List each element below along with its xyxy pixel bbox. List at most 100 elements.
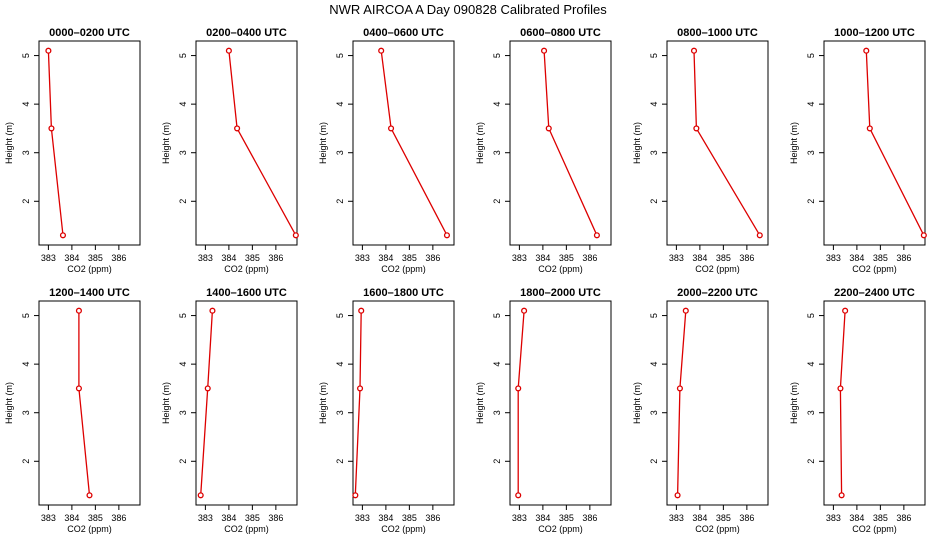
data-point — [358, 307, 365, 314]
y-tick-label: 3 — [492, 150, 502, 155]
y-tick-label: 2 — [335, 199, 345, 204]
y-tick-label: 4 — [335, 102, 345, 107]
profile-line — [228, 50, 297, 236]
x-tick-label: 383 — [826, 253, 841, 263]
x-tick-label: 386 — [739, 253, 754, 263]
x-axis-label: CO2 (ppm) — [695, 264, 740, 274]
data-point — [197, 492, 204, 499]
data-point — [866, 125, 873, 132]
y-tick-label: 4 — [492, 362, 502, 367]
y-tick-label: 5 — [335, 53, 345, 58]
data-point — [45, 47, 52, 54]
data-point — [593, 232, 600, 239]
x-tick-label: 386 — [739, 513, 754, 523]
y-tick-label: 2 — [649, 199, 659, 204]
y-tick-label: 5 — [492, 313, 502, 318]
profile-panel: 0200–0400 UTC 383 384 385 386 2 3 4 5 CO2 (ppm) He… — [161, 27, 299, 274]
y-tick-label: 3 — [492, 410, 502, 415]
x-tick-label: 386 — [425, 253, 440, 263]
panel-title: 0800–1000 UTC — [677, 27, 758, 39]
x-tick-label: 383 — [826, 513, 841, 523]
y-tick-label: 5 — [806, 53, 816, 58]
x-axis-label: CO2 (ppm) — [67, 264, 112, 274]
x-tick-label: 386 — [111, 513, 126, 523]
y-tick-label: 4 — [21, 102, 31, 107]
y-axis-label: Height (m) — [789, 122, 799, 164]
x-tick-label: 386 — [268, 513, 283, 523]
profile-panel: 1800–2000 UTC 383 384 385 386 2 3 4 5 CO2 (ppm) He… — [475, 287, 612, 534]
profile-panel: 0800–1000 UTC 383 384 385 386 2 3 4 5 CO2 (ppm) He… — [632, 27, 769, 274]
plot-frame — [38, 300, 141, 506]
y-tick-label: 5 — [806, 313, 816, 318]
x-tick-label: 385 — [402, 253, 417, 263]
x-tick-label: 385 — [245, 253, 260, 263]
panel-title: 2000–2200 UTC — [677, 287, 758, 299]
x-tick-label: 385 — [559, 513, 574, 523]
profile-panel: 0600–0800 UTC 383 384 385 386 2 3 4 5 CO2 (ppm) He… — [475, 27, 612, 274]
data-point — [693, 125, 700, 132]
x-tick-label: 385 — [88, 253, 103, 263]
x-tick-label: 384 — [221, 253, 236, 263]
x-tick-label: 386 — [896, 253, 911, 263]
plot-frame — [666, 300, 769, 506]
x-axis-label: CO2 (ppm) — [538, 264, 583, 274]
data-point — [388, 125, 395, 132]
x-axis-label: CO2 (ppm) — [852, 524, 897, 534]
x-tick-label: 386 — [268, 253, 283, 263]
profile-line — [380, 50, 448, 236]
data-point — [75, 385, 82, 392]
data-point — [545, 125, 552, 132]
panel-title: 1400–1600 UTC — [206, 287, 287, 299]
data-point — [48, 125, 55, 132]
data-point — [204, 385, 211, 392]
y-axis-label: Height (m) — [632, 122, 642, 164]
x-tick-label: 385 — [402, 513, 417, 523]
profile-panel: 0000–0200 UTC 383 384 385 386 2 3 4 5 CO2 (ppm) He… — [4, 27, 141, 274]
data-point — [756, 232, 763, 239]
data-point — [521, 307, 528, 314]
plot-frame — [195, 300, 298, 506]
profile-line — [543, 50, 598, 236]
plot-frame — [509, 40, 612, 246]
plot-frame — [352, 40, 455, 246]
data-point — [674, 492, 681, 499]
profile-line — [354, 310, 362, 496]
y-tick-label: 4 — [649, 362, 659, 367]
x-tick-label: 383 — [355, 513, 370, 523]
x-tick-label: 385 — [245, 513, 260, 523]
panel-title: 2200–2400 UTC — [834, 287, 915, 299]
y-tick-label: 2 — [335, 459, 345, 464]
x-axis-label: CO2 (ppm) — [852, 264, 897, 274]
profile-panel: 2000–2200 UTC 383 384 385 386 2 3 4 5 CO2 (ppm) He… — [632, 287, 769, 534]
x-tick-label: 383 — [198, 253, 213, 263]
x-tick-label: 385 — [716, 253, 731, 263]
y-tick-label: 5 — [21, 53, 31, 58]
data-point — [842, 307, 849, 314]
y-tick-label: 3 — [335, 410, 345, 415]
profile-panel: 1400–1600 UTC 383 384 385 386 2 3 4 5 CO2 (ppm) He… — [161, 287, 298, 534]
y-axis-label: Height (m) — [318, 382, 328, 424]
y-axis-label: Height (m) — [475, 382, 485, 424]
x-tick-label: 385 — [716, 513, 731, 523]
data-point — [515, 492, 522, 499]
panel-title: 0600–0800 UTC — [520, 27, 601, 39]
x-tick-label: 386 — [582, 513, 597, 523]
y-axis-label: Height (m) — [632, 382, 642, 424]
plot-frame — [509, 300, 612, 506]
x-tick-label: 384 — [849, 513, 864, 523]
x-tick-label: 383 — [198, 513, 213, 523]
plot-frame — [666, 40, 769, 246]
data-point — [676, 385, 683, 392]
x-axis-label: CO2 (ppm) — [224, 264, 269, 274]
x-tick-label: 383 — [41, 513, 56, 523]
x-tick-label: 383 — [355, 253, 370, 263]
profile-line — [865, 50, 925, 236]
data-point — [690, 47, 698, 54]
x-tick-label: 386 — [425, 513, 440, 523]
x-tick-label: 385 — [559, 253, 574, 263]
y-tick-label: 5 — [178, 53, 188, 58]
data-point — [920, 232, 927, 239]
y-tick-label: 2 — [21, 459, 31, 464]
plot-frame — [352, 300, 455, 506]
